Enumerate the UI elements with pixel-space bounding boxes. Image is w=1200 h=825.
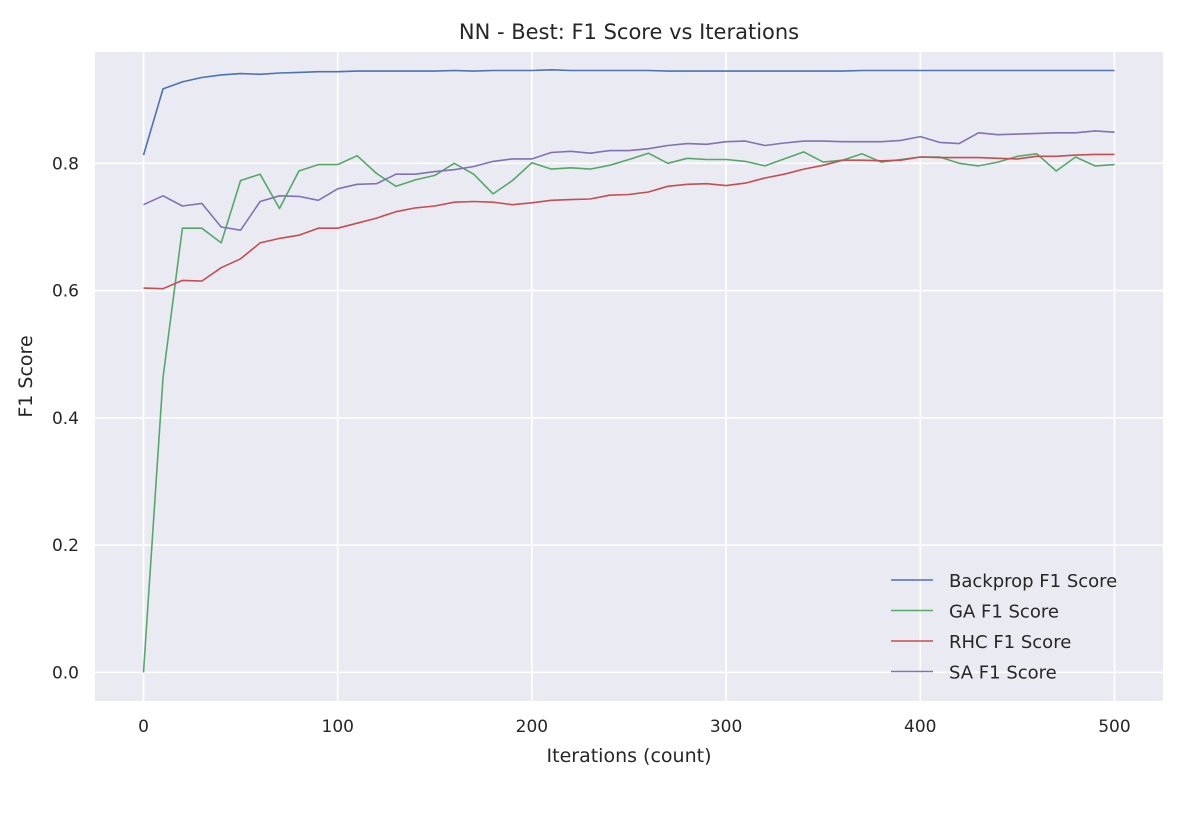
- y-tick-label: 0.6: [52, 282, 79, 302]
- x-tick-label: 500: [1098, 717, 1130, 737]
- y-tick-label: 0.0: [52, 663, 79, 683]
- legend-label: SA F1 Score: [949, 663, 1057, 684]
- x-tick-label: 100: [322, 717, 354, 737]
- series-lines: [142, 69, 1115, 673]
- x-axis-label: Iterations (count): [547, 745, 712, 767]
- y-tick-label: 0.2: [52, 536, 79, 556]
- y-tick-labels: 0.0 0.2 0.4 0.6 0.8: [52, 154, 79, 683]
- legend-label: RHC F1 Score: [949, 632, 1071, 653]
- series-line: [143, 130, 1115, 231]
- legend: Backprop F1 Score GA F1 Score RHC F1 Score…: [891, 571, 1117, 684]
- grid: [95, 52, 1163, 701]
- y-tick-label: 0.8: [52, 154, 79, 174]
- x-tick-label: 200: [516, 717, 548, 737]
- legend-label: GA F1 Score: [949, 602, 1059, 623]
- x-tick-label: 400: [904, 717, 936, 737]
- legend-label: Backprop F1 Score: [949, 571, 1117, 592]
- chart-title: NN - Best: F1 Score vs Iterations: [459, 20, 799, 44]
- series-line: [142, 151, 1115, 673]
- y-axis-label: F1 Score: [15, 335, 37, 417]
- x-tick-labels: 0 100 200 300 400 500: [138, 717, 1131, 737]
- x-tick-label: 0: [138, 717, 149, 737]
- y-tick-label: 0.4: [52, 409, 79, 429]
- series-line: [142, 69, 1115, 156]
- x-tick-label: 300: [710, 717, 742, 737]
- series-line: [143, 153, 1115, 290]
